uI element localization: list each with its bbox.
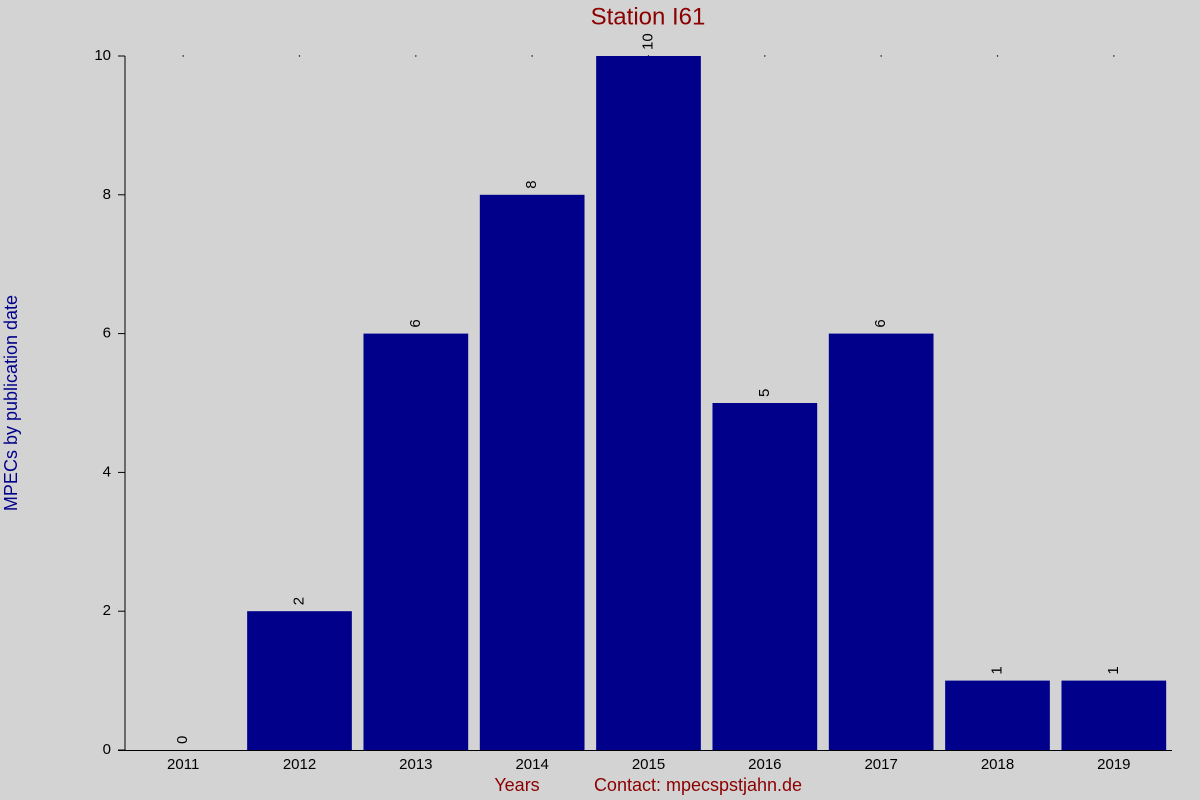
- y-tick-label: 6: [103, 325, 111, 342]
- y-tick-label: 10: [94, 47, 111, 64]
- value-label: 6: [407, 319, 424, 327]
- bar: [596, 56, 701, 750]
- chart-title: Station I61: [591, 3, 706, 30]
- top-tick: [531, 55, 533, 57]
- top-tick: [764, 55, 766, 57]
- x-tick-label: 2013: [399, 756, 432, 773]
- y-tick-label: 0: [103, 741, 111, 758]
- bar: [1061, 680, 1167, 750]
- top-tick: [182, 55, 184, 57]
- y-tick-label: 8: [103, 186, 111, 203]
- x-tick-label: 2018: [981, 756, 1014, 773]
- x-tick-label: 2016: [748, 756, 781, 773]
- bar: [479, 194, 585, 751]
- value-label: 10: [639, 33, 656, 50]
- value-label: 5: [756, 389, 773, 397]
- x-axis-label: Years: [494, 775, 539, 795]
- footer: Contact: mpecspstjahn.de: [594, 775, 802, 795]
- x-tick-label: 2019: [1097, 756, 1130, 773]
- bar: [363, 333, 469, 750]
- top-tick: [996, 55, 999, 57]
- bar: [247, 611, 352, 750]
- top-tick: [415, 55, 417, 57]
- value-label: 1: [1105, 666, 1122, 674]
- value-label: 1: [988, 666, 1005, 674]
- bar: [828, 333, 934, 750]
- x-tick-label: 2014: [515, 756, 548, 773]
- value-label: 2: [290, 597, 307, 605]
- y-tick-label: 4: [103, 463, 111, 480]
- top-tick: [298, 55, 301, 57]
- bar: [712, 403, 818, 750]
- value-label: 8: [523, 180, 540, 188]
- top-tick: [1113, 55, 1115, 57]
- x-tick-label: 2015: [632, 756, 665, 773]
- x-tick-label: 2017: [864, 756, 897, 773]
- bar: [945, 680, 1050, 750]
- value-label: 6: [872, 319, 889, 327]
- value-label: 0: [174, 736, 191, 744]
- x-tick-label: 2011: [167, 756, 199, 773]
- y-tick-label: 2: [103, 602, 111, 619]
- y-axis-label: MPECs by publication date: [1, 295, 21, 511]
- top-tick: [880, 55, 882, 57]
- x-tick-label: 2012: [283, 756, 316, 773]
